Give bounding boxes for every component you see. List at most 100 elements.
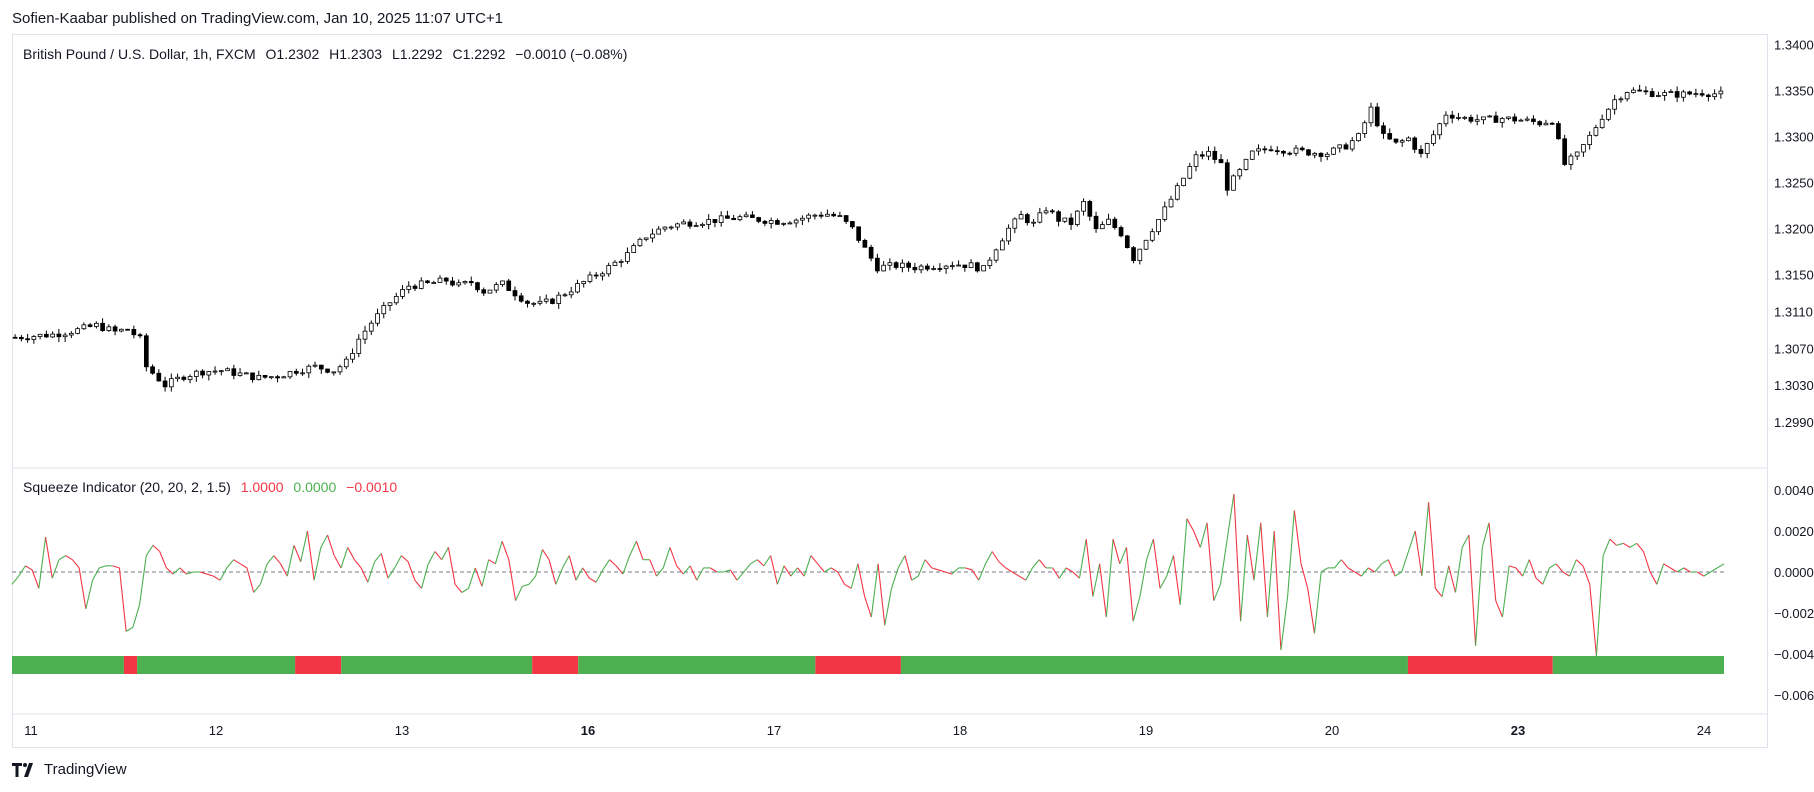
candle-body — [718, 215, 724, 223]
candle — [943, 264, 949, 274]
candle — [550, 297, 555, 305]
candle — [106, 324, 112, 332]
candle-body — [1537, 121, 1543, 126]
candle-body — [825, 213, 830, 217]
footer-brand[interactable]: TradingView — [12, 761, 127, 778]
candle — [1681, 89, 1686, 102]
candle-body — [19, 336, 24, 340]
momentum-segment — [797, 567, 805, 577]
candle — [12, 334, 18, 339]
candle-body — [1549, 122, 1555, 125]
candle — [300, 368, 305, 376]
candle-body — [256, 374, 262, 381]
candle — [675, 222, 680, 231]
candle-body — [106, 326, 112, 331]
candle-body — [243, 372, 249, 375]
momentum-segment — [313, 547, 322, 581]
candle — [700, 222, 705, 228]
candle-body — [500, 280, 505, 285]
candle — [1306, 149, 1311, 157]
momentum-segment — [857, 563, 866, 597]
price-tick-label: 1.3030 — [1774, 378, 1814, 393]
momentum-segment — [1266, 530, 1275, 618]
candle — [531, 302, 537, 307]
candle — [1287, 151, 1293, 156]
candle — [1443, 111, 1449, 127]
candle — [1231, 174, 1236, 191]
momentum-segment — [1441, 565, 1450, 597]
candle-body — [481, 289, 487, 294]
candle — [162, 376, 168, 392]
momentum-segment — [259, 563, 268, 585]
candle — [1674, 86, 1680, 103]
momentum-segment — [541, 549, 550, 561]
candle-body — [218, 370, 224, 373]
momentum-segment — [951, 567, 960, 575]
candle-body — [831, 213, 836, 217]
candle-body — [356, 338, 362, 354]
momentum-segment — [602, 559, 610, 571]
momentum-segment — [99, 565, 107, 569]
candle-body — [206, 371, 212, 376]
candle-body — [975, 262, 980, 272]
candle-body — [1356, 133, 1361, 142]
candle-body — [262, 374, 268, 378]
candle-body — [1293, 147, 1299, 154]
candle-body — [1362, 122, 1368, 134]
candle-body — [1587, 134, 1593, 145]
candle — [362, 325, 368, 345]
chart-frame — [12, 34, 1768, 748]
momentum-segment — [306, 530, 315, 581]
momentum-segment — [1555, 563, 1564, 573]
candle — [1599, 114, 1605, 129]
candle-body — [1568, 155, 1574, 165]
momentum-segment — [656, 567, 664, 577]
candle — [19, 334, 24, 342]
momentum-segment — [595, 569, 604, 583]
candle — [731, 214, 737, 221]
candle — [1574, 151, 1580, 160]
candle — [268, 376, 274, 380]
momentum-segment — [320, 534, 329, 548]
candle-body — [562, 294, 568, 297]
candle — [918, 264, 924, 274]
momentum-segment — [1454, 547, 1463, 593]
candle — [975, 261, 980, 273]
candle-body — [1199, 154, 1205, 157]
momentum-segment — [548, 559, 557, 585]
momentum-segment — [139, 555, 147, 605]
candle-body — [412, 285, 418, 289]
candle-body — [237, 372, 243, 376]
candle-body — [1262, 148, 1268, 151]
momentum-segment — [1092, 563, 1101, 597]
candle — [606, 262, 612, 277]
momentum-segment — [1253, 522, 1262, 581]
price-legend: British Pound / U.S. Dollar, 1h, FXCM O1… — [23, 46, 627, 62]
momentum-segment — [246, 567, 255, 593]
candle-body — [343, 358, 349, 368]
momentum-segment — [709, 567, 718, 573]
candle-body — [575, 283, 580, 293]
candle — [1462, 115, 1468, 120]
candle-body — [506, 280, 512, 291]
momentum-segment — [1636, 542, 1644, 552]
candle-body — [268, 376, 274, 379]
candle-body — [225, 368, 230, 372]
candle — [868, 244, 874, 262]
candle-body — [1618, 98, 1624, 101]
candle — [125, 328, 130, 331]
indicator-tick-label: −0.0020 — [1774, 606, 1814, 621]
candle — [593, 271, 599, 280]
candle-body — [768, 220, 774, 224]
momentum-segment — [870, 563, 879, 618]
candle-body — [375, 313, 380, 324]
momentum-segment — [1139, 559, 1148, 597]
candle-body — [100, 322, 105, 331]
candle-body — [662, 226, 668, 230]
candle-body — [1574, 151, 1580, 157]
candle-body — [1087, 201, 1093, 217]
candle-body — [1249, 150, 1255, 160]
candle — [1174, 182, 1180, 201]
momentum-segment — [991, 551, 1000, 563]
